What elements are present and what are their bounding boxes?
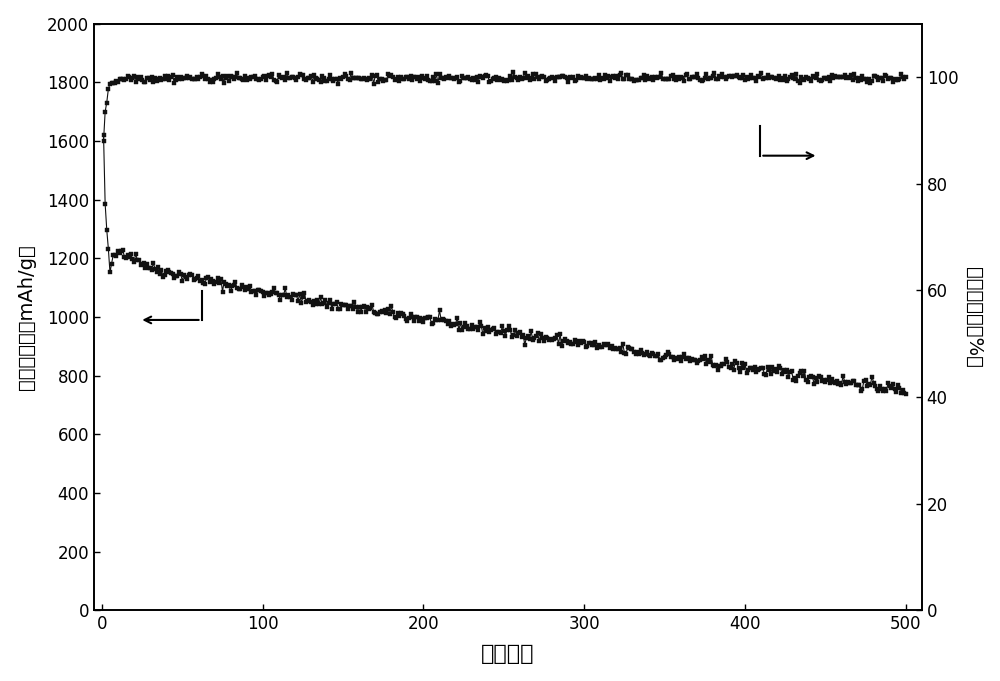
Y-axis label: 容量保持率（%）: 容量保持率（%） — [964, 266, 983, 368]
X-axis label: 循环次数: 循环次数 — [481, 644, 535, 665]
Y-axis label: 放电比容量（mAh/g）: 放电比容量（mAh/g） — [17, 244, 36, 390]
